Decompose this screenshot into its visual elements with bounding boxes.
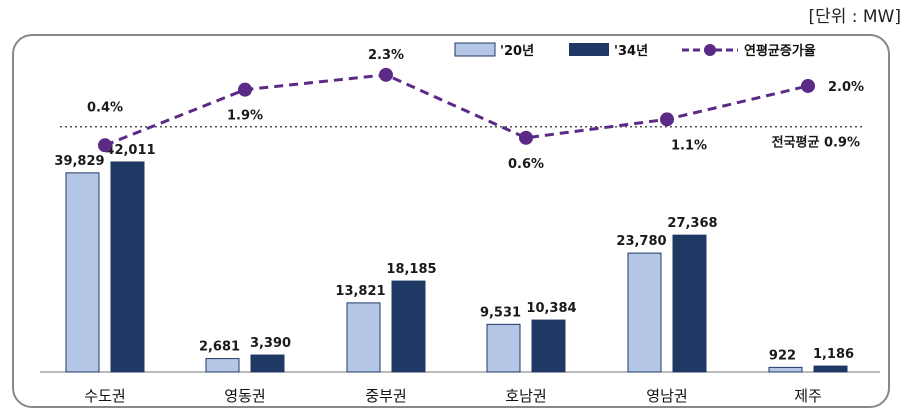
category-label: 영동권 — [224, 387, 265, 405]
bar-value-label: 9,531 — [480, 305, 521, 320]
bar-value-label: 18,185 — [386, 262, 436, 277]
growth-point — [519, 130, 533, 145]
growth-value-label: 0.6% — [508, 157, 544, 172]
bar-2020 — [486, 323, 521, 373]
growth-labels-group: 0.4% 1.9% 2.3% 0.6% 1.1% 2.0% — [87, 48, 864, 172]
legend-swatch-2020 — [454, 42, 496, 57]
bar-2020 — [346, 302, 381, 373]
growth-point — [98, 138, 112, 153]
bar-2020 — [205, 358, 240, 373]
growth-value-label: 1.1% — [671, 138, 707, 153]
bar-value-label: 1,186 — [813, 347, 854, 362]
legend-label-growth: 연평균증가율 — [744, 43, 816, 59]
category-label: 제주 — [794, 387, 822, 405]
growth-point — [660, 112, 674, 127]
category-label: 호남권 — [505, 387, 546, 405]
legend: '20년 '34년 연평균증가율 — [454, 42, 816, 59]
category-label: 중부권 — [365, 387, 406, 405]
bar-value-label: 3,390 — [250, 336, 291, 351]
growth-value-label: 2.0% — [828, 80, 864, 95]
bar-value-label: 23,780 — [616, 234, 666, 249]
chart-frame — [12, 34, 890, 408]
bar-2034 — [813, 365, 848, 373]
bar-2034 — [531, 319, 566, 373]
bar-2034 — [250, 354, 285, 373]
category-labels-group: 수도권 영동권 중부권 호남권 영남권 제주 — [84, 387, 822, 405]
growth-point — [238, 82, 252, 97]
bars-group — [65, 161, 848, 373]
growth-point — [801, 78, 815, 93]
bar-2034 — [391, 280, 426, 373]
growth-value-label: 0.4% — [87, 100, 123, 115]
bar-2020 — [768, 366, 803, 373]
bar-2020 — [627, 252, 662, 373]
legend-marker-growth — [704, 44, 716, 56]
legend-label-2020: '20년 — [500, 44, 534, 59]
bar-value-label: 2,681 — [199, 340, 240, 355]
bar-value-label: 39,829 — [54, 154, 104, 169]
unit-label: [단위 : MW] — [808, 7, 901, 27]
bar-value-label: 27,368 — [667, 216, 717, 231]
bar-value-label: 13,821 — [335, 284, 385, 299]
growth-value-label: 1.9% — [227, 109, 263, 124]
growth-value-label: 2.3% — [368, 48, 404, 63]
growth-rate-line — [104, 73, 809, 147]
bar-value-label: 922 — [769, 348, 796, 363]
category-label: 수도권 — [84, 387, 125, 405]
national-average-label: 전국평균 0.9% — [772, 135, 860, 151]
growth-points-group — [98, 67, 815, 153]
bar-2034 — [672, 234, 707, 373]
growth-point — [379, 67, 393, 82]
category-label: 영남권 — [646, 387, 687, 405]
bar-value-label: 10,384 — [526, 301, 576, 316]
bar-value-label: 42,011 — [105, 143, 155, 158]
legend-swatch-2034 — [569, 43, 609, 56]
legend-label-2034: '34년 — [614, 44, 648, 59]
bar-2034 — [110, 161, 145, 373]
bar-2020 — [65, 172, 100, 373]
